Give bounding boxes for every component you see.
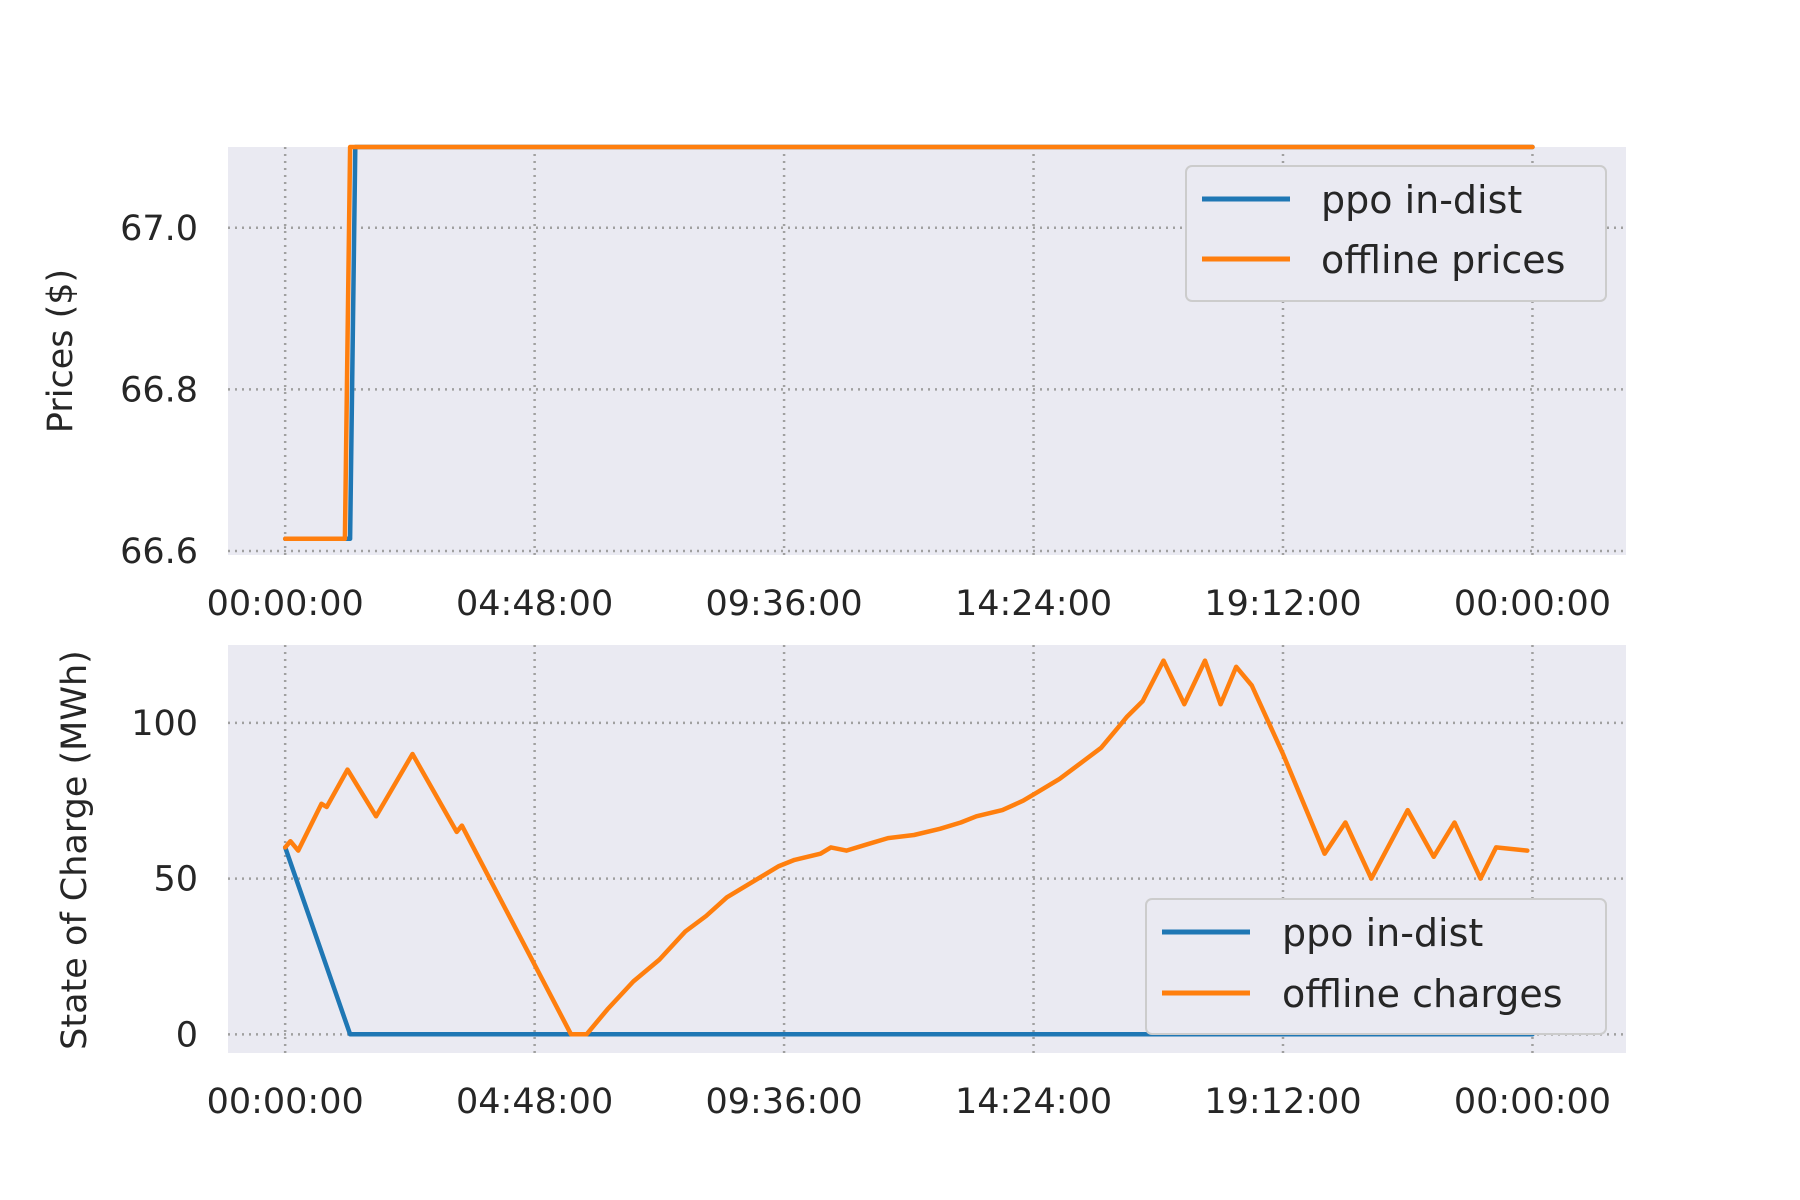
prices-legend: ppo in-dist offline prices	[1185, 165, 1607, 302]
prices-x-ticks: 00:00:00 04:48:00 09:36:00 14:24:00 19:12:00…	[207, 584, 1611, 624]
y-tick-label: 100	[131, 704, 198, 744]
prices-grid	[228, 147, 1626, 555]
y-tick-label: 67.0	[120, 209, 198, 249]
charge-panel: 00:00:00 04:48:00 09:36:00 14:24:00 19:12:00…	[55, 645, 1626, 1122]
prices-legend-box	[1185, 165, 1607, 302]
prices-y-axis-label: Prices ($)	[41, 269, 81, 433]
x-tick-label: 09:36:00	[705, 1082, 862, 1122]
x-tick-label: 04:48:00	[456, 1082, 613, 1122]
x-tick-label: 00:00:00	[1454, 584, 1611, 624]
charge-x-ticks: 00:00:00 04:48:00 09:36:00 14:24:00 19:12:00…	[207, 1082, 1611, 1122]
y-tick-label: 0	[176, 1015, 198, 1055]
x-tick-label: 00:00:00	[207, 1082, 364, 1122]
charge-lines	[282, 658, 1535, 1037]
y-tick-label: 66.6	[120, 532, 198, 572]
x-tick-label: 04:48:00	[456, 584, 613, 624]
legend-label-offline-charges: offline charges	[1282, 972, 1563, 1016]
legend-label-offline-prices: offline prices	[1321, 238, 1565, 282]
y-tick-label: 66.8	[120, 370, 198, 410]
x-tick-label: 19:12:00	[1204, 584, 1361, 624]
prices-lines	[282, 144, 1535, 542]
x-tick-label: 00:00:00	[207, 584, 364, 624]
series-line-offline-prices	[282, 144, 1535, 542]
x-tick-label: 14:24:00	[955, 584, 1112, 624]
charge-legend-box	[1145, 898, 1607, 1035]
prices-panel: 00:00:00 04:48:00 09:36:00 14:24:00 19:12:00…	[41, 144, 1626, 624]
series-line-ppo-in-dist	[282, 845, 1535, 1037]
charge-y-ticks: 0 50 100	[131, 704, 198, 1055]
y-tick-label: 50	[153, 860, 198, 900]
charge-y-axis-label: State of Charge (MWh)	[55, 650, 95, 1050]
x-tick-label: 19:12:00	[1204, 1082, 1361, 1122]
series-line-offline-charges	[282, 658, 1530, 1037]
legend-label-ppo: ppo in-dist	[1321, 178, 1522, 222]
charge-legend: ppo in-dist offline charges	[1145, 898, 1607, 1035]
x-tick-label: 14:24:00	[955, 1082, 1112, 1122]
x-tick-label: 09:36:00	[705, 584, 862, 624]
legend-label-ppo: ppo in-dist	[1282, 911, 1483, 955]
prices-y-ticks: 66.6 66.8 67.0	[120, 209, 198, 572]
x-tick-label: 00:00:00	[1454, 1082, 1611, 1122]
